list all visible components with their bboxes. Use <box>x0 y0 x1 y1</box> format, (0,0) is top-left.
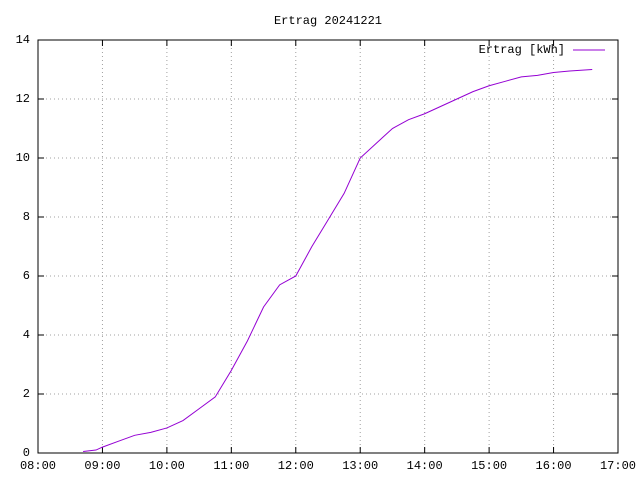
x-tick-label: 15:00 <box>471 459 507 473</box>
legend-label: Ertrag [kWh] <box>479 43 565 57</box>
y-tick-label: 14 <box>16 33 30 47</box>
chart-title: Ertrag 20241221 <box>274 14 382 28</box>
x-tick-label: 08:00 <box>20 459 56 473</box>
x-tick-label: 11:00 <box>213 459 249 473</box>
x-tick-label: 10:00 <box>149 459 185 473</box>
x-tick-label: 14:00 <box>407 459 443 473</box>
plot-border <box>37 39 619 454</box>
y-tick-label: 8 <box>23 210 30 224</box>
x-tick-label: 17:00 <box>600 459 636 473</box>
data-line <box>83 69 593 453</box>
y-tick-label: 6 <box>23 269 30 283</box>
x-tick-label: 09:00 <box>84 459 120 473</box>
y-tick-label: 4 <box>23 328 30 342</box>
y-tick-label: 10 <box>16 151 30 165</box>
x-tick-label: 13:00 <box>342 459 378 473</box>
y-tick-label: 12 <box>16 92 30 106</box>
y-tick-label: 2 <box>23 387 30 401</box>
x-tick-label: 16:00 <box>536 459 572 473</box>
y-tick-label: 0 <box>23 446 30 460</box>
x-tick-label: 12:00 <box>278 459 314 473</box>
